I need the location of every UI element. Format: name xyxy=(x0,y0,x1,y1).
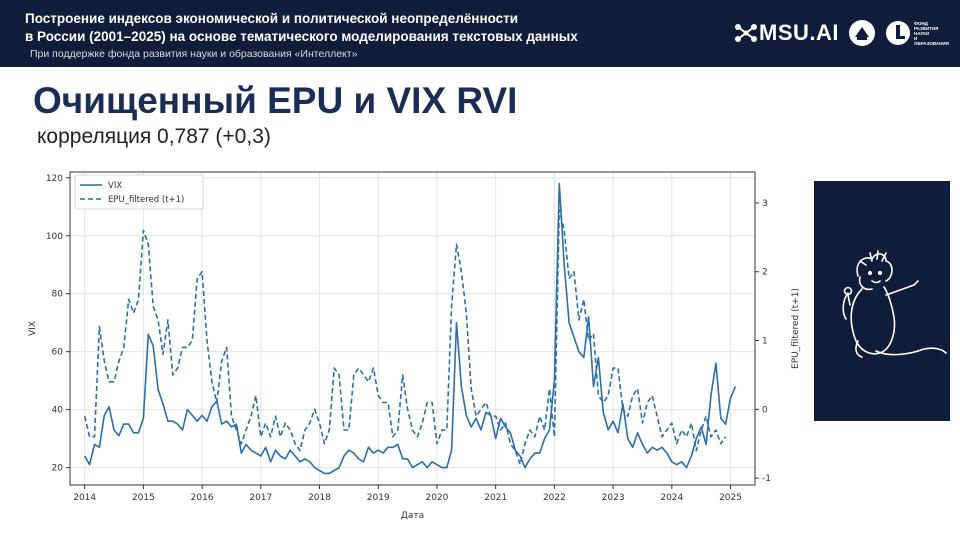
fund-logo-line: И ОБРАЗОВАНИЯ xyxy=(914,35,949,46)
x-tick-label: 2020 xyxy=(426,493,449,503)
x-tick-label: 2017 xyxy=(249,493,272,503)
x-tick-label: 2024 xyxy=(660,493,683,503)
x-tick-label: 2022 xyxy=(543,493,566,503)
legend-box xyxy=(74,174,204,210)
x-tick-label: 2025 xyxy=(719,493,742,503)
presentation-title-line-1: Построение индексов экономической и поли… xyxy=(25,11,519,26)
intellect-fund-logo: ФОНД РАЗВИТИЯ НАУКИ И ОБРАЗОВАНИЯ xyxy=(885,20,949,46)
mascot-bear-icon xyxy=(842,250,947,358)
x-axis-label: Дата xyxy=(401,511,424,521)
x-tick-label: 2023 xyxy=(602,493,625,503)
chart-axes: 2014 2015 2016 2017 2018 2019 2020 2021 2022 2023… xyxy=(28,171,801,521)
chart-grid xyxy=(70,172,755,485)
y-tick-label: 120 xyxy=(46,174,63,184)
x-tick-label: 2016 xyxy=(191,493,214,503)
y-tick-label: 60 xyxy=(52,348,64,358)
fund-emblem-icon xyxy=(886,21,910,45)
epu-series-line xyxy=(83,208,727,466)
fund-logo-text: ФОНД РАЗВИТИЯ НАУКИ И ОБРАЗОВАНИЯ xyxy=(914,20,949,46)
x-tick-label: 2018 xyxy=(308,493,331,503)
y-tick-label: 40 xyxy=(52,406,64,416)
y2-tick-label: 0 xyxy=(762,405,768,415)
vix-series-line xyxy=(84,182,737,475)
x-tick-label: 2014 xyxy=(73,493,96,503)
y2-tick-label: 1 xyxy=(762,337,768,347)
chart-legend: VIX EPU_filtered (t+1) xyxy=(74,174,204,210)
presentation-title: Построение индексов экономической и поли… xyxy=(25,10,685,46)
logo-group: MSU.AI ФОНД РАЗВИТИЯ НАУКИ И ОБРАЗОВАНИЯ xyxy=(733,16,949,50)
chart-series xyxy=(83,182,737,475)
fund-logo-line: НАУКИ xyxy=(914,30,930,36)
y2-axis-label: EPU_filtered (t+1) xyxy=(791,288,801,369)
fund-logo-line: РАЗВИТИЯ xyxy=(914,25,939,31)
vix-epu-line-chart: 2014 2015 2016 2017 2018 2019 2020 2021 2022 2023… xyxy=(28,171,801,521)
plot-frame xyxy=(69,171,756,486)
y2-tick-label: 2 xyxy=(762,268,768,278)
msu-ai-logo: MSU.AI xyxy=(733,20,839,46)
fund-logo-line: ФОНД xyxy=(914,20,928,26)
header-bar: Построение индексов экономической и поли… xyxy=(0,0,960,67)
y-tick-label: 20 xyxy=(52,464,64,474)
legend-label: VIX xyxy=(108,181,122,191)
x-tick-label: 2019 xyxy=(367,493,390,503)
msu-ai-wordmark: MSU.AI xyxy=(759,20,839,45)
y-tick-label: 80 xyxy=(52,290,64,300)
presentation-title-line-2: в России (2001–2025) на основе тематичес… xyxy=(25,29,578,44)
mascot-illustration-panel xyxy=(814,181,950,421)
network-nodes-icon xyxy=(735,24,757,42)
x-tick-label: 2015 xyxy=(132,493,155,503)
legend-label: EPU_filtered (t+1) xyxy=(108,195,184,205)
slide-title: Очищенный EPU и VIX RVI xyxy=(33,80,518,121)
y2-tick-label: -1 xyxy=(762,474,771,484)
x-tick-label: 2021 xyxy=(484,493,507,503)
correlation-subtitle: корреляция 0,787 (+0,3) xyxy=(37,125,271,148)
y-axis-label: VIX xyxy=(28,321,38,336)
presentation-subtitle: При поддержке фонда развития науки и обр… xyxy=(30,48,358,60)
y2-tick-label: 3 xyxy=(762,199,768,209)
university-emblem-icon xyxy=(849,20,875,46)
y-tick-label: 100 xyxy=(46,232,63,242)
